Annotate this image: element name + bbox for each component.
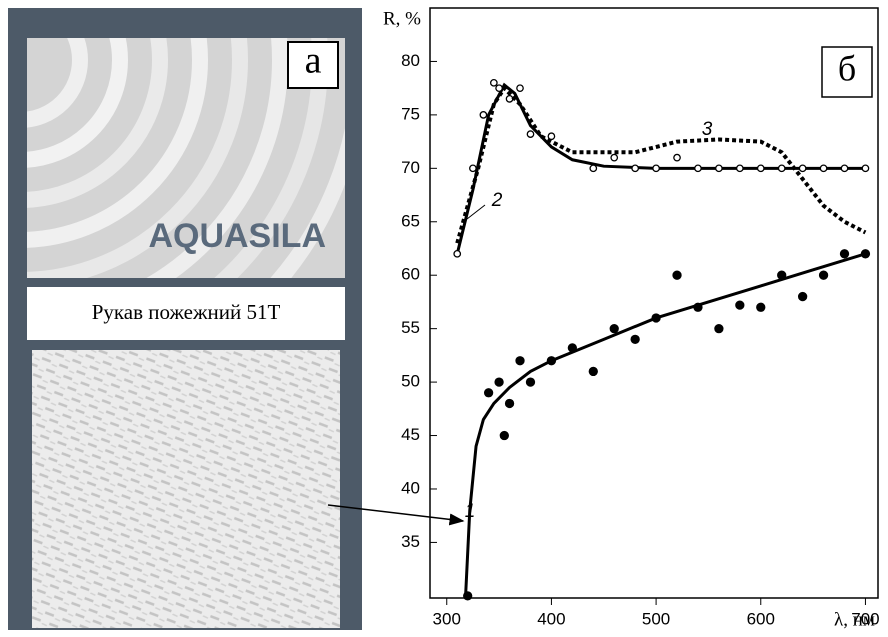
data-point xyxy=(499,430,509,441)
panel-label: б xyxy=(838,48,856,88)
curve xyxy=(455,84,867,244)
data-point xyxy=(714,324,724,334)
data-point xyxy=(589,164,598,173)
curve xyxy=(455,82,866,255)
data-point xyxy=(652,164,660,173)
x-tick-label: 500 xyxy=(642,609,670,628)
data-point xyxy=(798,164,807,173)
x-tick-label: 300 xyxy=(433,609,461,628)
curve-label: 2 xyxy=(491,190,503,211)
x-tick-label: 700 xyxy=(851,609,879,628)
data-point xyxy=(469,164,477,173)
data-point xyxy=(609,324,619,334)
x-tick-label: 600 xyxy=(747,609,775,628)
data-point xyxy=(819,164,828,173)
data-point xyxy=(567,343,578,353)
label-box xyxy=(287,41,339,89)
brand: AQUASILA xyxy=(148,217,326,255)
data-point xyxy=(516,84,524,93)
x-axis-label: λ, нм xyxy=(834,609,875,630)
data-point xyxy=(483,388,494,398)
data-point xyxy=(651,313,661,323)
data-point xyxy=(630,334,640,344)
data-point xyxy=(839,249,850,259)
y-tick-label: 75 xyxy=(401,104,420,123)
x-tick-label: 400 xyxy=(537,609,565,628)
data-point xyxy=(777,164,786,173)
fabric-photo xyxy=(32,350,340,628)
data-point xyxy=(756,302,766,312)
y-tick-label: 40 xyxy=(401,478,420,497)
data-point xyxy=(526,130,535,138)
data-point xyxy=(735,164,744,173)
y-tick-label: 80 xyxy=(401,51,420,70)
panel-label: а xyxy=(305,40,322,82)
data-point xyxy=(490,78,498,87)
curve xyxy=(464,252,866,596)
data-point xyxy=(673,153,681,162)
data-point xyxy=(463,591,473,601)
data-point xyxy=(631,164,640,173)
data-point xyxy=(861,164,870,173)
y-tick-label: 35 xyxy=(401,532,420,551)
data-point xyxy=(504,398,515,409)
data-point xyxy=(505,95,514,103)
data-point xyxy=(818,270,829,280)
data-point xyxy=(777,270,787,280)
plot: 35 40 45 50 55 60 65 70 75 80 300 400 500 600 700 R, % λ… xyxy=(383,7,880,630)
data-point xyxy=(515,356,525,366)
data-point xyxy=(610,153,619,162)
y-tick-label: 45 xyxy=(401,425,420,444)
caption: Рукав пожежний 51Т xyxy=(92,300,281,324)
data-point xyxy=(546,356,557,366)
y-axis-label: R, % xyxy=(383,8,421,29)
y-tick-label: 50 xyxy=(401,372,420,391)
data-point xyxy=(693,302,703,312)
curve-label: 1 xyxy=(465,501,476,522)
data-point xyxy=(672,270,682,280)
data-point xyxy=(756,164,765,173)
data-point xyxy=(860,249,871,259)
arrow xyxy=(327,504,465,526)
data-point xyxy=(453,249,462,258)
data-point xyxy=(525,377,536,387)
leader-line xyxy=(466,204,486,220)
data-point xyxy=(588,366,598,377)
y-tick-label: 65 xyxy=(401,211,420,230)
data-point xyxy=(715,164,723,173)
data-point xyxy=(479,111,488,119)
y-tick-label: 55 xyxy=(401,318,420,337)
y-tick-label: 70 xyxy=(401,158,420,177)
data-point xyxy=(797,291,808,302)
y-tick-label: 60 xyxy=(401,265,420,284)
data-point xyxy=(735,300,745,310)
plot-frame xyxy=(429,7,879,599)
data-point xyxy=(694,164,702,173)
data-point xyxy=(840,164,849,173)
data-point xyxy=(494,377,504,387)
data-point xyxy=(495,84,503,93)
curve-label: 3 xyxy=(702,119,713,140)
caption-box xyxy=(27,287,345,340)
label-box xyxy=(821,46,873,98)
